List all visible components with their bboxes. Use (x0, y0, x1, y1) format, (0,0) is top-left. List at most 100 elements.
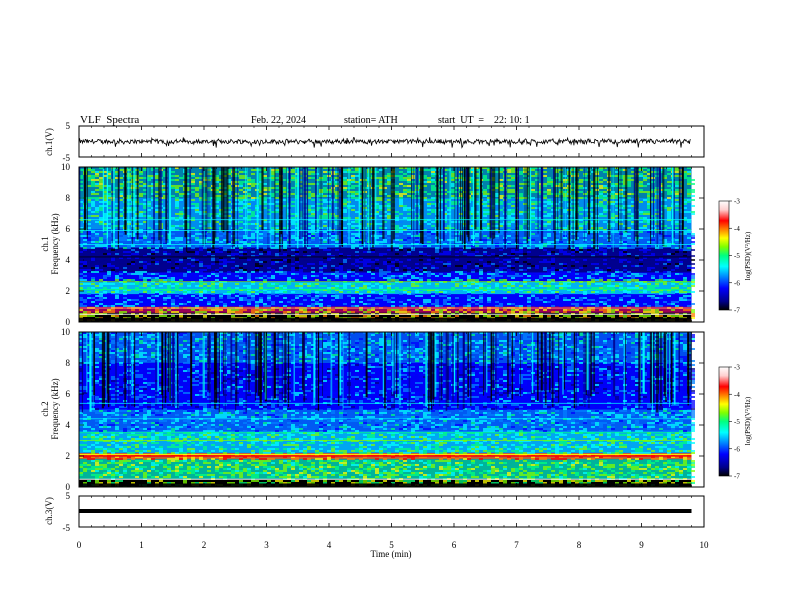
ch1-spectrogram-cell (499, 249, 503, 251)
ch1-spectrogram-cell (435, 285, 439, 287)
ch1-spectrogram-cell (495, 245, 499, 247)
ch1-spectrogram-cell (235, 175, 239, 177)
ch1-spectrogram-cell (571, 259, 575, 261)
ch1-spectrogram-cell (483, 175, 487, 177)
ch1-spectrogram-cell (339, 301, 343, 303)
ch1-spectrogram-cell (535, 179, 539, 181)
ch1-spectrogram-cell (343, 209, 347, 211)
ch1-spectrogram-cell (443, 243, 447, 245)
ch1-spectrogram-cell (367, 299, 371, 301)
ch1-spectrogram-cell (135, 241, 139, 243)
ch1-spectrogram-cell (443, 255, 447, 257)
ch1-spectrogram-cell (551, 167, 555, 169)
ch1-spectrogram-cell (559, 287, 563, 289)
ch1-spectrogram-cell (175, 285, 179, 287)
ch1-spectrogram-cell (211, 249, 215, 251)
ch1-spectrogram-cell (575, 251, 579, 253)
ch1-spectrogram-cell (351, 305, 355, 307)
ch1-spectrogram-cell (391, 291, 395, 293)
ch1-spectrogram-cell (295, 269, 299, 271)
ch1-spectrogram-cell (139, 173, 143, 175)
ch1-spectrogram-cell (511, 253, 515, 255)
ch1-spectrogram-cell (499, 267, 503, 269)
ch1-spectrogram-cell (259, 285, 263, 287)
ch1-spectrogram-cell (363, 315, 367, 317)
ch1-spectrogram-cell (215, 301, 219, 303)
ch1-spectrogram-cell (483, 177, 487, 179)
ch1-spectrogram-cell (467, 251, 471, 253)
ch1-spectrogram-cell (407, 175, 411, 177)
ch1-spectrogram-cell (487, 271, 491, 273)
ch1-spectrogram-cell (431, 233, 435, 235)
ch1-spectrogram-cell (171, 285, 175, 287)
ch1-spectrogram-cell (347, 269, 351, 271)
ch1-spectrogram-cell (87, 179, 91, 181)
ch1-spectrogram-cell (279, 301, 283, 303)
ch1-spectrogram-cell (439, 193, 443, 195)
ch1-spectrogram-cell (419, 255, 423, 257)
ch1-spectrogram-cell (407, 179, 411, 181)
ch1-spectrogram-cell (315, 245, 319, 247)
ch1-spectrogram-cell (95, 215, 99, 217)
ch1-spectrogram-cell (191, 175, 195, 177)
ch1-spectrogram-cell (147, 303, 151, 305)
ch1-spectrogram-cell (563, 229, 567, 231)
ch1-spectrogram-cell (591, 273, 595, 275)
ch1-spectrogram-cell (291, 303, 295, 305)
ch1-spectrogram-cell (211, 263, 215, 265)
ch1-spectrogram-cell (123, 237, 127, 239)
ch1-spectrogram-cell (115, 243, 119, 245)
ch1-spectrogram-cell (107, 177, 111, 179)
ch1-spectrogram-cell (447, 253, 451, 255)
ch1-spectrogram-cell (139, 171, 143, 173)
ch1-spectrogram-cell (323, 221, 327, 223)
ch1-spectrogram-cell (563, 225, 567, 227)
ch1-spectrogram-cell (403, 177, 407, 179)
ch1-spectrogram-cell (415, 235, 419, 237)
ch1-spectrogram-cell (355, 235, 359, 237)
ch1-spectrogram-cell (487, 193, 491, 195)
ch1-spectrogram-cell (527, 301, 531, 303)
ch1-spectrogram-cell (475, 311, 479, 313)
ch1-spectrogram-cell (395, 185, 399, 187)
ch1-spectrogram-cell (203, 257, 207, 259)
ch1-spectrogram-cell (219, 287, 223, 289)
ch1-spectrogram-cell (435, 249, 439, 251)
ch1-spectrogram-cell (111, 253, 115, 255)
ch1-spectrogram-cell (583, 217, 587, 219)
ch1-spectrogram-cell (591, 271, 595, 273)
ch1-spectrogram-cell (211, 287, 215, 289)
ch1-spectrogram-cell (551, 299, 555, 301)
ch1-spectrogram-cell (459, 213, 463, 215)
ch1-spectrogram-cell (167, 303, 171, 305)
ch1-spectrogram-cell (439, 241, 443, 243)
ch1-spectrogram-cell (307, 285, 311, 287)
ch1-spectrogram-cell (291, 205, 295, 207)
ch1-spectrogram-cell (227, 293, 231, 295)
ch1-spectrogram-cell (251, 211, 255, 213)
ch1-spectrogram-cell (495, 203, 499, 205)
ch1-spectrogram-cell (391, 275, 395, 277)
ch1-spectrogram-cell (91, 299, 95, 301)
ch1-spectrogram-cell (411, 209, 415, 211)
ch1-spectrogram-cell (147, 253, 151, 255)
ch1-spectrogram-cell (451, 191, 455, 193)
ch1-spectrogram-cell (435, 251, 439, 253)
ch1-spectrogram-cell (111, 265, 115, 267)
ch1-spectrogram-cell (551, 205, 555, 207)
ch1-spectrogram-cell (267, 221, 271, 223)
ch1-spectrogram-cell (139, 215, 143, 217)
ch1-spectrogram-cell (475, 217, 479, 219)
ch1-spectrogram-cell (427, 305, 431, 307)
ch1-spectrogram-cell (115, 277, 119, 279)
ch1-spectrogram-cell (463, 275, 467, 277)
ch1-spectrogram-cell (327, 201, 331, 203)
ch1-spectrogram-cell (111, 169, 115, 171)
ch1-spectrogram-cell (139, 239, 143, 241)
ch1-spectrogram-cell (591, 245, 595, 247)
ch1-spectrogram-cell (199, 237, 203, 239)
ch1-spectrogram-cell (403, 295, 407, 297)
ch1-spectrogram-cell (507, 229, 511, 231)
ch1-spectrogram-cell (443, 193, 447, 195)
ch1-spectrogram-cell (191, 295, 195, 297)
